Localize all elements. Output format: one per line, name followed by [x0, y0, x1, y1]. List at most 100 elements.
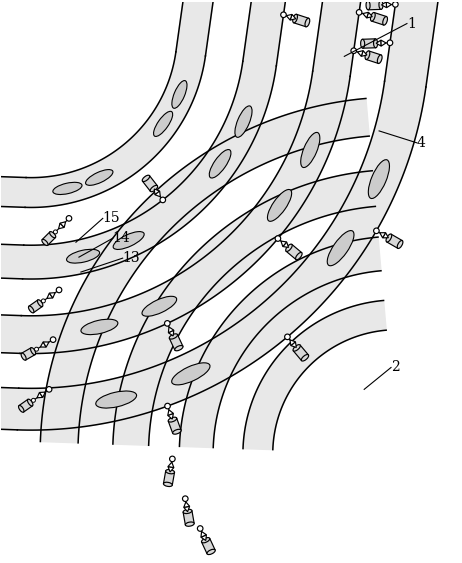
Polygon shape [184, 502, 189, 507]
Ellipse shape [173, 430, 181, 434]
Polygon shape [168, 462, 174, 468]
Polygon shape [0, 239, 24, 279]
Text: 1: 1 [407, 16, 416, 30]
Ellipse shape [113, 231, 144, 249]
Polygon shape [37, 392, 43, 398]
Polygon shape [0, 172, 26, 207]
Ellipse shape [142, 296, 176, 316]
Polygon shape [366, 51, 381, 64]
Ellipse shape [293, 345, 300, 351]
Polygon shape [168, 327, 174, 333]
Polygon shape [20, 71, 350, 354]
Polygon shape [293, 345, 309, 361]
Ellipse shape [383, 16, 388, 25]
Polygon shape [39, 392, 45, 397]
Ellipse shape [207, 549, 215, 555]
Ellipse shape [185, 522, 194, 526]
Polygon shape [154, 189, 160, 195]
Circle shape [160, 197, 165, 203]
Polygon shape [294, 14, 309, 27]
Ellipse shape [327, 231, 354, 266]
Polygon shape [291, 342, 296, 347]
Text: 14: 14 [113, 231, 130, 245]
Ellipse shape [96, 391, 137, 408]
Ellipse shape [296, 252, 302, 260]
Polygon shape [367, 12, 372, 18]
Polygon shape [0, 383, 19, 430]
Polygon shape [168, 410, 173, 415]
Ellipse shape [166, 470, 175, 474]
Polygon shape [384, 0, 444, 87]
Polygon shape [168, 413, 173, 419]
Ellipse shape [305, 18, 310, 27]
Polygon shape [43, 342, 49, 347]
Ellipse shape [361, 39, 365, 48]
Circle shape [285, 334, 290, 339]
Polygon shape [201, 535, 207, 540]
Ellipse shape [377, 55, 382, 64]
Ellipse shape [53, 182, 82, 194]
Polygon shape [142, 176, 158, 191]
Ellipse shape [28, 399, 33, 406]
Circle shape [56, 287, 62, 293]
Ellipse shape [164, 482, 172, 486]
Ellipse shape [235, 106, 252, 137]
Ellipse shape [81, 319, 118, 334]
Polygon shape [363, 12, 369, 18]
Polygon shape [170, 334, 183, 350]
Polygon shape [59, 223, 64, 229]
Circle shape [197, 526, 203, 531]
Circle shape [356, 10, 362, 15]
Polygon shape [47, 293, 53, 298]
Text: 2: 2 [391, 360, 400, 374]
Polygon shape [382, 2, 387, 8]
Ellipse shape [371, 12, 375, 21]
Polygon shape [286, 244, 302, 260]
Polygon shape [201, 531, 207, 537]
Polygon shape [358, 51, 363, 56]
Circle shape [387, 40, 393, 46]
Ellipse shape [201, 538, 210, 543]
Ellipse shape [301, 132, 320, 168]
Polygon shape [29, 300, 43, 312]
Ellipse shape [397, 240, 403, 248]
Circle shape [165, 403, 170, 409]
Polygon shape [168, 418, 181, 434]
Text: 4: 4 [417, 136, 426, 150]
Ellipse shape [286, 244, 292, 252]
Circle shape [50, 337, 56, 342]
Polygon shape [363, 39, 376, 48]
Circle shape [170, 456, 175, 462]
Circle shape [54, 230, 57, 234]
Circle shape [164, 320, 170, 326]
Ellipse shape [49, 231, 56, 238]
Polygon shape [42, 232, 55, 245]
Ellipse shape [153, 111, 173, 136]
Polygon shape [380, 233, 386, 238]
Polygon shape [361, 51, 367, 56]
Polygon shape [40, 99, 369, 443]
Polygon shape [22, 348, 35, 360]
Ellipse shape [183, 510, 192, 513]
Circle shape [31, 399, 36, 403]
Circle shape [35, 347, 38, 351]
Circle shape [42, 299, 45, 303]
Polygon shape [179, 237, 381, 448]
Circle shape [182, 496, 188, 502]
Ellipse shape [142, 175, 150, 181]
Polygon shape [155, 191, 160, 197]
Ellipse shape [37, 300, 43, 307]
Text: 13: 13 [122, 251, 140, 265]
Polygon shape [243, 0, 294, 66]
Ellipse shape [85, 169, 113, 185]
Polygon shape [183, 511, 194, 525]
Polygon shape [371, 12, 387, 25]
Ellipse shape [267, 190, 292, 221]
Polygon shape [313, 0, 368, 77]
Polygon shape [176, 0, 224, 56]
Polygon shape [290, 15, 296, 20]
Polygon shape [168, 330, 174, 336]
Ellipse shape [29, 306, 34, 313]
Circle shape [393, 2, 398, 7]
Polygon shape [283, 242, 289, 248]
